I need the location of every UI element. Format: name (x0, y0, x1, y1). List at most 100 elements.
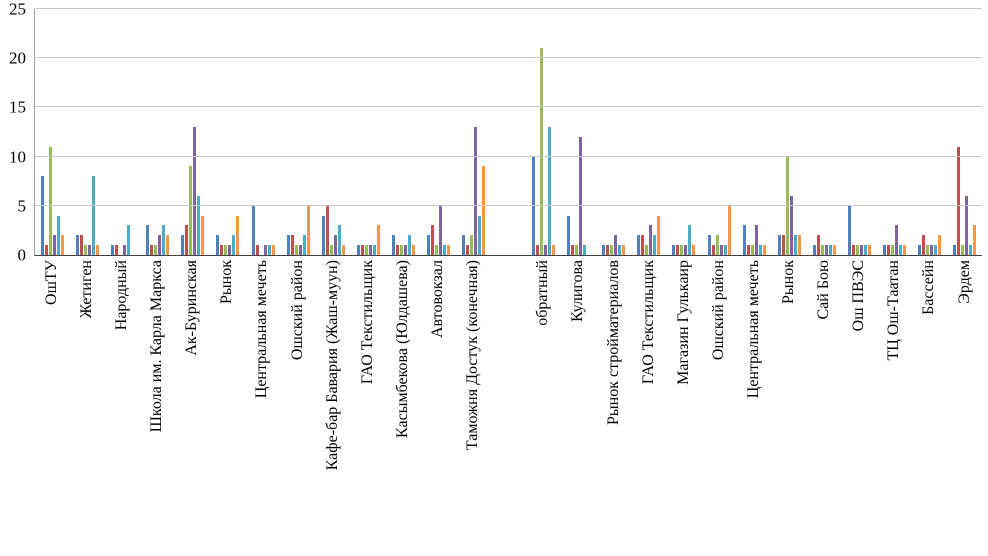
category-label: Жетиген (77, 260, 95, 319)
x-label-cell: Центральная мечеть (736, 260, 771, 555)
bar-orange (622, 245, 626, 255)
category-label: Ошский район (288, 260, 306, 361)
bar-red (255, 245, 259, 255)
gridline (35, 155, 982, 157)
bar-blue (181, 235, 185, 255)
bar-red (80, 235, 84, 255)
gridline (35, 106, 982, 108)
bar-teal (933, 245, 937, 255)
bar-group (386, 9, 421, 255)
bar-group (245, 9, 280, 255)
category-label: Таможня Достук (конечная) (464, 260, 482, 451)
category-label: Центральная мечеть (744, 260, 762, 399)
y-tick-label: 10 (9, 147, 26, 167)
bar-green (680, 245, 684, 255)
bar-group (912, 9, 947, 255)
bar-green (294, 245, 298, 255)
bar-teal (92, 176, 96, 255)
bar-blue (286, 235, 290, 255)
category-label: Школа им. Карла Маркса (148, 260, 166, 433)
bar-red (921, 235, 925, 255)
bar-blue (146, 225, 150, 255)
bar-red (711, 245, 715, 255)
bar-purple (228, 245, 232, 255)
bar-teal (758, 245, 762, 255)
bar-teal (267, 245, 271, 255)
bar-green (645, 245, 649, 255)
bar-orange (341, 245, 345, 255)
bar-group (666, 9, 701, 255)
y-tick-label: 25 (9, 0, 26, 19)
bar-teal (197, 195, 201, 255)
bar-group-spacer (491, 9, 526, 255)
bar-red (886, 245, 890, 255)
bar-orange (271, 245, 275, 255)
bar-group (596, 9, 631, 255)
bar-blue (882, 245, 886, 255)
bar-red (150, 245, 154, 255)
plot-area (34, 8, 982, 256)
bar-red (536, 245, 540, 255)
bar-purple (333, 235, 337, 255)
bar-orange (937, 235, 941, 255)
bar-red (781, 235, 785, 255)
bar-blue (426, 235, 430, 255)
bar-green (434, 245, 438, 255)
x-label-cell: Ак-Буринская (174, 260, 209, 555)
bar-purple (859, 245, 863, 255)
bar-green (890, 245, 894, 255)
x-label-cell: Рынок (771, 260, 806, 555)
bar-teal (828, 245, 832, 255)
bar-group (772, 9, 807, 255)
x-label-cell: Кафе-бар Бавария (Жаш-муун) (315, 260, 350, 555)
category-label: Ак-Буринская (183, 260, 201, 356)
bar-orange (61, 235, 65, 255)
bar-green (399, 245, 403, 255)
y-tick-label: 5 (17, 196, 27, 216)
category-label: Эрдем (955, 260, 973, 304)
bar-red (290, 235, 294, 255)
x-label-cell: Школа им. Карла Маркса (139, 260, 174, 555)
x-label-cell: Бассейн (912, 260, 947, 555)
x-label-cell: Центральная мечеть (245, 260, 280, 555)
x-label-cell: Рынок (210, 260, 245, 555)
bar-purple (684, 245, 688, 255)
bar-group (456, 9, 491, 255)
category-label: Автовокзал (428, 260, 446, 339)
bar-teal (653, 235, 657, 255)
gridline (35, 8, 982, 9)
bar-teal (583, 245, 587, 255)
bar-green (469, 235, 473, 255)
bar-blue (321, 215, 325, 255)
y-axis: 0 5 10 15 20 25 (0, 1, 34, 264)
y-tick-label: 0 (17, 245, 27, 265)
bar-orange (446, 245, 450, 255)
x-label-cell: Эрдем (947, 260, 982, 555)
bar-group (842, 9, 877, 255)
bar-group (210, 9, 245, 255)
x-axis-labels: ОшТУ Жетиген Народный Школа им. Карла Маркс… (34, 256, 982, 555)
bar-red (220, 245, 224, 255)
plot-row: 0 5 10 15 20 25 (0, 0, 988, 264)
x-label-cell: Народный (104, 260, 139, 555)
bar-green (154, 245, 158, 255)
category-label: Сай Бою (815, 260, 833, 320)
x-label-cell: Таможня Достук (конечная) (455, 260, 490, 555)
category-label: Магазин Гулькаир (674, 260, 692, 385)
bar-blue (812, 245, 816, 255)
bar-teal (232, 235, 236, 255)
bar-red (571, 245, 575, 255)
bar-purple (368, 245, 372, 255)
bar-green (750, 245, 754, 255)
bar-orange (96, 245, 100, 255)
bar-red (851, 245, 855, 255)
x-label-cell: Автовокзал (420, 260, 455, 555)
bar-orange (201, 215, 205, 255)
bar-purple (193, 127, 197, 255)
bar-orange (552, 245, 556, 255)
bar-purple (894, 225, 898, 255)
bar-blue (637, 235, 641, 255)
bar-purple (123, 245, 127, 255)
bar-group (316, 9, 351, 255)
bar-orange (657, 215, 661, 255)
